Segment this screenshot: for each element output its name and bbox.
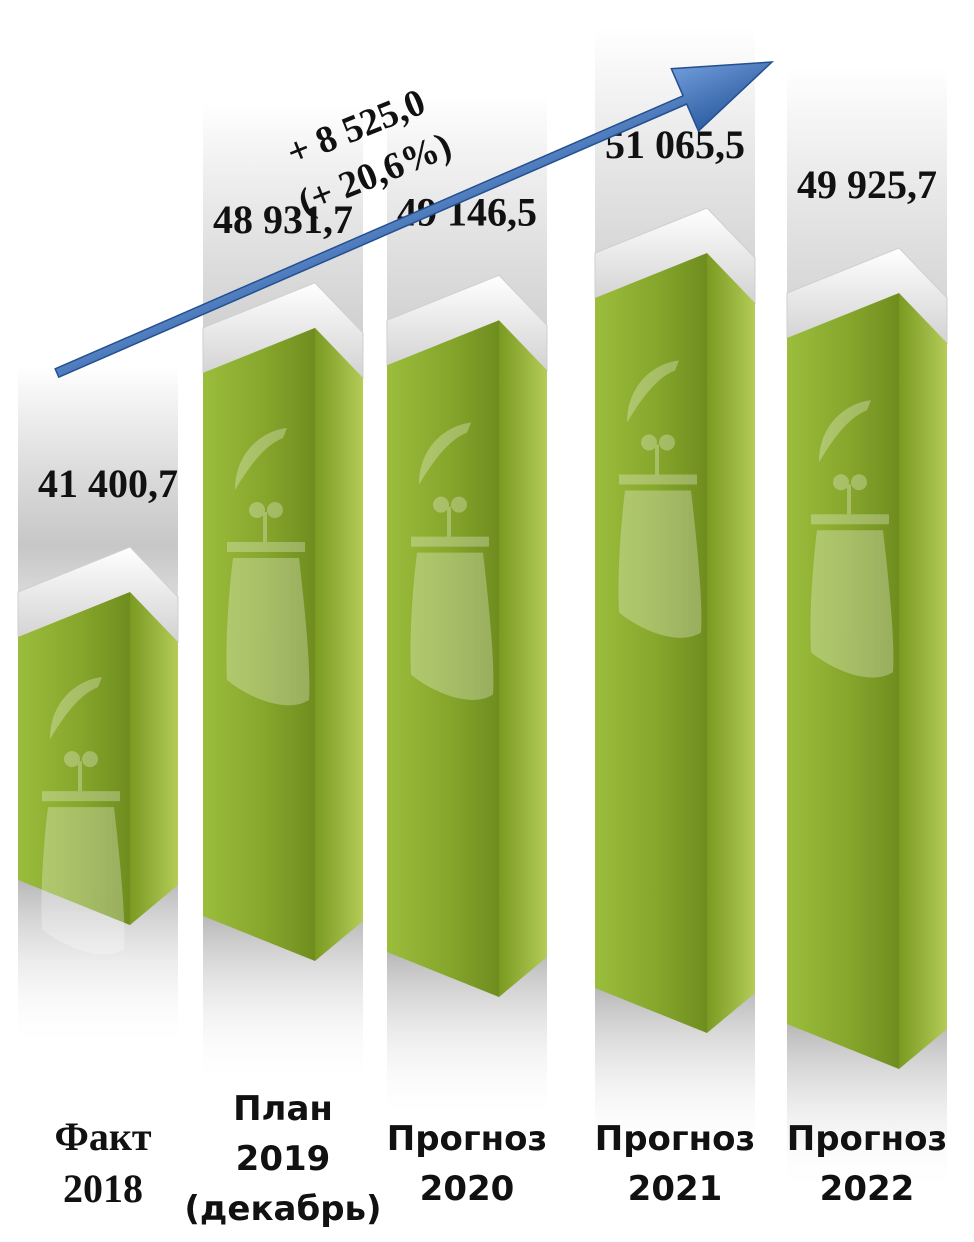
value-label-5: 49 925,7 <box>797 162 937 207</box>
category-label-2-line-2: 2019 <box>236 1139 331 1179</box>
category-label-2-line-1: План <box>233 1089 333 1129</box>
category-label-3-line-1: Прогноз <box>387 1119 548 1159</box>
value-label-1: 41 400,7 <box>38 461 178 506</box>
bar-4 <box>595 253 707 1033</box>
bar-2 <box>203 327 315 961</box>
category-label-3-line-2: 2020 <box>420 1169 515 1209</box>
purse-icon <box>810 400 894 678</box>
bar-5 <box>787 292 899 1069</box>
category-label-4-line-2: 2021 <box>628 1169 723 1209</box>
bar-side-3 <box>499 320 547 998</box>
category-label-5-line-1: Прогноз <box>787 1119 948 1159</box>
purse-icon <box>226 428 310 706</box>
trend-arrow <box>54 61 775 379</box>
bar-side-4 <box>707 253 755 1033</box>
category-label-1-line-1: Факт <box>54 1114 151 1159</box>
bar-side-5 <box>899 292 947 1069</box>
bar-3 <box>387 320 499 998</box>
purse-icon <box>410 422 494 700</box>
bar-side-1 <box>130 592 178 925</box>
purse-icon <box>618 360 702 638</box>
category-label-4-line-1: Прогноз <box>595 1119 756 1159</box>
purse-icon <box>41 677 125 955</box>
category-label-5-line-2: 2022 <box>820 1169 915 1209</box>
category-label-1-line-2: 2018 <box>63 1166 143 1211</box>
category-label-2-line-3: (декабрь) <box>184 1189 381 1229</box>
value-label-2: 48 931,7 <box>213 197 353 242</box>
bar-side-2 <box>315 327 363 961</box>
bar-1 <box>18 592 130 925</box>
